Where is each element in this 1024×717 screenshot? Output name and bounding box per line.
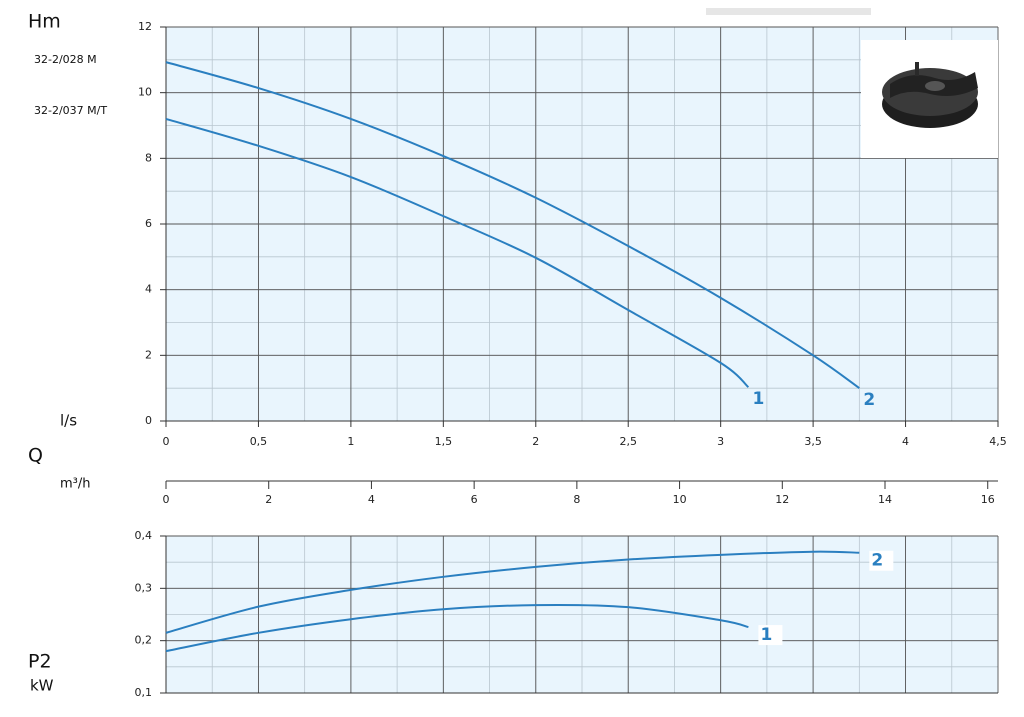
x2-tick-label: 14: [878, 493, 892, 506]
curve-label: 2: [863, 390, 875, 410]
y-unit: kW: [30, 677, 54, 695]
model-label: 32-2/037 M/T: [34, 104, 107, 117]
curve-label: 1: [760, 625, 772, 645]
y-tick-label: 10: [138, 86, 152, 99]
x2-tick-label: 2: [265, 493, 272, 506]
y-tick-label: 12: [138, 20, 152, 33]
label-bg: [869, 550, 894, 571]
x2-tick-label: 16: [981, 493, 995, 506]
y-tick-label: 0,1: [135, 686, 153, 699]
y-tick-label: 0,3: [135, 581, 153, 594]
curve-label: 2: [871, 551, 883, 571]
y-tick-label: 6: [145, 217, 152, 230]
x-tick-label: 3,5: [804, 435, 822, 448]
x2-tick-label: 8: [573, 493, 580, 506]
x-tick-label: 0: [163, 435, 170, 448]
x-tick-label: 4: [902, 435, 909, 448]
x2-tick-label: 10: [673, 493, 687, 506]
y-tick-label: 0,2: [135, 634, 153, 647]
x2-tick-label: 6: [471, 493, 478, 506]
top-bar: [706, 8, 871, 15]
x-tick-label: 2,5: [619, 435, 637, 448]
x2-tick-label: 12: [775, 493, 789, 506]
y-tick-label: 0: [145, 414, 152, 427]
y-tick-label: 8: [145, 151, 152, 164]
q-label: Q: [28, 445, 43, 467]
y-label: Hm: [28, 11, 61, 33]
y-tick-label: 2: [145, 348, 152, 361]
x-tick-label: 4,5: [989, 435, 1007, 448]
x-tick-label: 1,5: [435, 435, 453, 448]
impeller-image: [861, 40, 998, 158]
x2-tick-label: 4: [368, 493, 375, 506]
y-tick-label: 0,4: [135, 529, 153, 542]
curve: [165, 117, 750, 388]
model-label: 32-2/028 M: [34, 53, 97, 66]
x-label: l/s: [60, 412, 77, 430]
x-tick-label: 1: [347, 435, 354, 448]
x2-label: m³/h: [60, 477, 91, 492]
curve: [165, 603, 749, 653]
y-label: P2: [28, 651, 52, 673]
curve: [165, 550, 860, 634]
label-bg: [758, 625, 783, 646]
y-tick-label: 4: [145, 283, 152, 296]
x2-tick-label: 0: [163, 493, 170, 506]
curve: [165, 61, 860, 389]
curve-label: 1: [752, 389, 764, 409]
x-tick-label: 2: [532, 435, 539, 448]
x-tick-label: 0,5: [250, 435, 268, 448]
x-tick-label: 3: [717, 435, 724, 448]
